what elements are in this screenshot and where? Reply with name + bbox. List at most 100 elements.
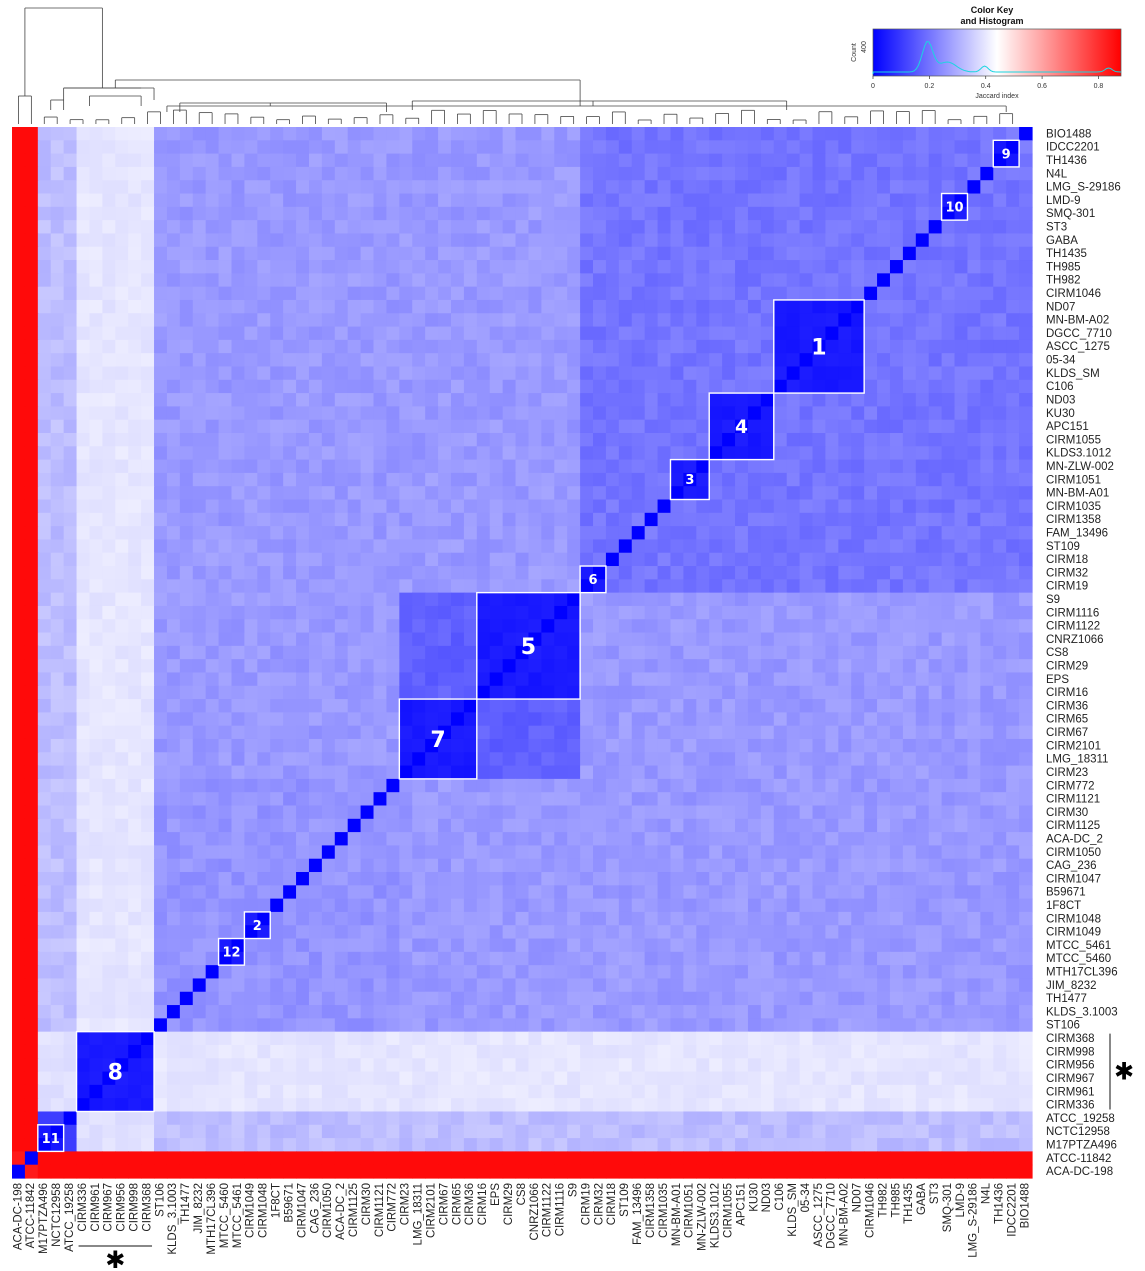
heatmap-cell xyxy=(37,605,52,620)
heatmap-cell xyxy=(386,260,400,274)
heatmap-cell xyxy=(799,472,814,487)
heatmap-cell xyxy=(812,672,827,687)
heatmap-cell xyxy=(515,619,530,634)
heatmap-cell xyxy=(154,166,168,181)
heatmap-cell xyxy=(605,778,620,793)
heatmap-cell xyxy=(541,313,555,328)
heatmap-cell xyxy=(812,313,827,328)
heatmap-cell xyxy=(257,273,271,288)
heatmap-cell xyxy=(76,605,91,620)
heatmap-cell xyxy=(851,233,865,248)
heatmap-cell xyxy=(580,885,594,900)
heatmap-cell xyxy=(657,605,672,620)
heatmap-cell xyxy=(554,566,568,580)
heatmap-cell xyxy=(128,286,142,301)
heatmap-cell xyxy=(631,326,646,341)
heatmap-cell xyxy=(709,246,723,261)
heatmap-cell xyxy=(450,752,465,767)
heatmap-cell xyxy=(476,778,491,793)
heatmap-cell xyxy=(812,792,827,807)
heatmap-cell xyxy=(502,645,517,660)
heatmap-cell xyxy=(580,619,594,634)
heatmap-cell xyxy=(954,353,969,368)
heatmap-cell xyxy=(425,805,439,820)
heatmap-cell xyxy=(825,459,839,474)
heatmap-cell xyxy=(63,778,78,793)
heatmap-cell xyxy=(605,685,620,700)
heatmap-cell xyxy=(257,499,271,514)
heatmap-cell xyxy=(967,539,981,554)
heatmap-cell xyxy=(967,592,981,607)
heatmap-cell xyxy=(489,246,504,261)
heatmap-cell xyxy=(412,685,426,700)
heatmap-cell xyxy=(76,526,91,541)
heatmap-cell xyxy=(799,725,814,740)
heatmap-cell xyxy=(812,579,827,594)
heatmap-cell xyxy=(980,472,994,487)
heatmap-cell xyxy=(812,206,827,221)
heatmap-cell xyxy=(657,353,672,368)
heatmap-cell xyxy=(825,845,839,860)
heatmap-cell xyxy=(76,898,91,913)
heatmap-cell xyxy=(515,885,530,900)
heatmap-cell xyxy=(102,206,116,221)
heatmap-cell xyxy=(12,579,26,594)
heatmap-cell xyxy=(1019,339,1033,354)
heatmap-cell xyxy=(889,499,904,514)
heatmap-cell xyxy=(244,552,258,567)
heatmap-cell xyxy=(773,140,788,155)
heatmap-cell xyxy=(515,246,530,261)
heatmap-cell xyxy=(115,366,129,381)
heatmap-cell xyxy=(735,792,749,807)
heatmap-cell xyxy=(515,206,530,221)
heatmap-cell xyxy=(618,645,633,660)
heatmap-cell xyxy=(825,140,839,155)
heatmap-cell xyxy=(786,725,801,740)
heatmap-cell xyxy=(37,645,52,660)
heatmap-cell xyxy=(709,592,723,607)
heatmap-cell xyxy=(580,539,594,554)
heatmap-cell xyxy=(205,406,220,421)
heatmap-cell xyxy=(115,379,129,394)
heatmap-cell xyxy=(1006,180,1020,195)
heatmap-cell xyxy=(928,685,943,700)
heatmap-cell xyxy=(179,166,194,181)
heatmap-cell xyxy=(166,339,181,354)
heatmap-cell xyxy=(502,752,517,767)
heatmap-cell xyxy=(760,166,775,181)
heatmap-cell xyxy=(722,645,736,660)
heatmap-cell xyxy=(696,632,710,647)
heatmap-cell xyxy=(347,938,362,953)
heatmap-cell xyxy=(825,499,839,514)
heatmap-cell xyxy=(334,712,349,727)
heatmap-cell xyxy=(334,632,349,647)
heatmap-cell xyxy=(528,220,542,235)
heatmap-cell xyxy=(864,339,878,354)
heatmap-cell xyxy=(825,339,839,354)
heatmap-cell xyxy=(244,539,258,554)
heatmap-cell xyxy=(928,220,943,235)
heatmap-cell xyxy=(851,845,865,860)
heatmap-cell xyxy=(141,672,155,687)
heatmap-cell xyxy=(567,379,581,394)
heatmap-cell xyxy=(347,326,362,341)
heatmap-cell xyxy=(463,260,478,274)
heatmap-cell xyxy=(657,393,672,407)
heatmap-cell xyxy=(735,632,749,647)
heatmap-cell xyxy=(851,432,865,447)
heatmap-cell xyxy=(786,645,801,660)
heatmap-cell xyxy=(941,153,956,168)
heatmap-cell xyxy=(412,166,426,181)
heatmap-cell xyxy=(360,778,375,793)
heatmap-cell xyxy=(735,832,749,846)
heatmap-cell xyxy=(296,539,310,554)
heatmap-cell xyxy=(438,406,452,421)
heatmap-cell xyxy=(347,432,362,447)
heatmap-cell xyxy=(141,832,155,846)
heatmap-cell xyxy=(141,366,155,381)
heatmap-cell xyxy=(37,778,52,793)
heatmap-cell xyxy=(463,566,478,580)
heatmap-cell xyxy=(373,127,388,141)
heatmap-cell xyxy=(980,180,994,195)
heatmap-cell xyxy=(425,432,439,447)
